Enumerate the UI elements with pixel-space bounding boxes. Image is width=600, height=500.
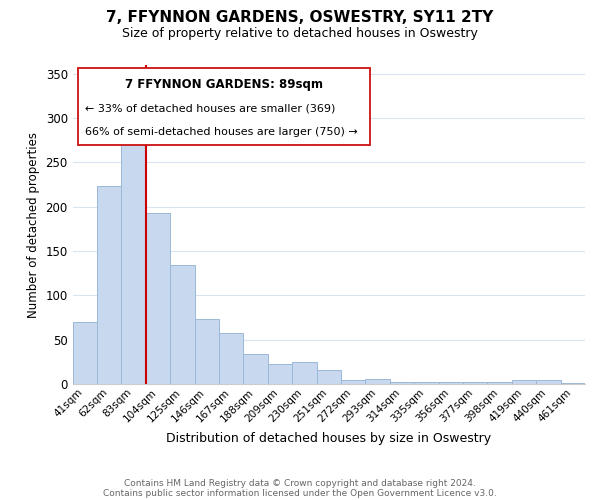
- X-axis label: Distribution of detached houses by size in Oswestry: Distribution of detached houses by size …: [166, 432, 491, 445]
- Text: Contains public sector information licensed under the Open Government Licence v3: Contains public sector information licen…: [103, 488, 497, 498]
- Bar: [170, 266, 194, 384]
- Y-axis label: Number of detached properties: Number of detached properties: [27, 132, 40, 318]
- FancyBboxPatch shape: [78, 68, 370, 145]
- Bar: [439, 382, 463, 384]
- Bar: [292, 362, 317, 384]
- Bar: [244, 354, 268, 384]
- Bar: [512, 380, 536, 384]
- Bar: [219, 332, 244, 384]
- Bar: [268, 364, 292, 384]
- Bar: [97, 186, 121, 384]
- Bar: [365, 378, 390, 384]
- Text: Size of property relative to detached houses in Oswestry: Size of property relative to detached ho…: [122, 28, 478, 40]
- Bar: [121, 136, 146, 384]
- Bar: [560, 383, 585, 384]
- Text: 7 FFYNNON GARDENS: 89sqm: 7 FFYNNON GARDENS: 89sqm: [125, 78, 323, 91]
- Bar: [146, 213, 170, 384]
- Bar: [536, 380, 560, 384]
- Text: 7, FFYNNON GARDENS, OSWESTRY, SY11 2TY: 7, FFYNNON GARDENS, OSWESTRY, SY11 2TY: [106, 10, 494, 25]
- Text: ← 33% of detached houses are smaller (369): ← 33% of detached houses are smaller (36…: [85, 104, 336, 114]
- Text: 66% of semi-detached houses are larger (750) →: 66% of semi-detached houses are larger (…: [85, 127, 358, 137]
- Bar: [73, 322, 97, 384]
- Bar: [194, 320, 219, 384]
- Bar: [341, 380, 365, 384]
- Text: Contains HM Land Registry data © Crown copyright and database right 2024.: Contains HM Land Registry data © Crown c…: [124, 478, 476, 488]
- Bar: [463, 382, 487, 384]
- Bar: [414, 382, 439, 384]
- Bar: [317, 370, 341, 384]
- Bar: [390, 382, 414, 384]
- Bar: [487, 382, 512, 384]
